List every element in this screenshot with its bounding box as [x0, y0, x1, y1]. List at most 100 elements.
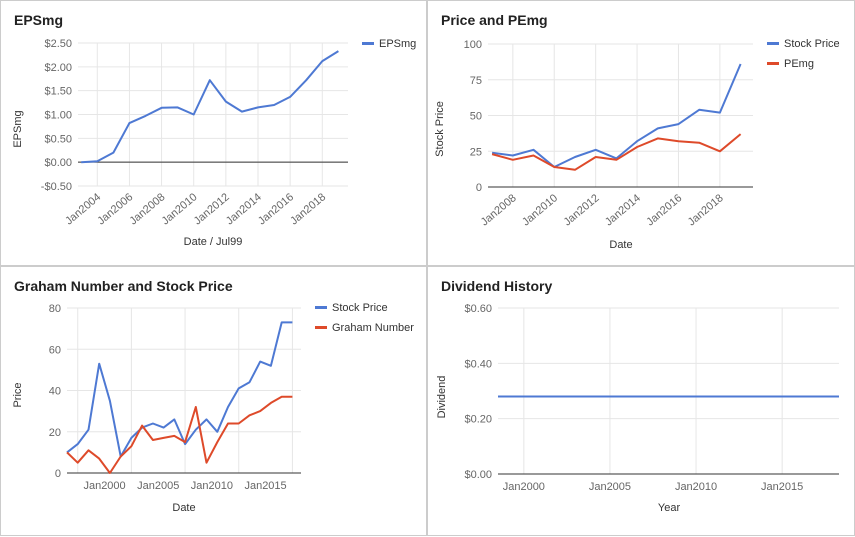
y-tick-label: -$0.50: [41, 181, 72, 193]
data-point: [224, 100, 228, 104]
legend-swatch: [362, 42, 374, 45]
data-point: [496, 395, 500, 399]
x-tick-label: Jan2015: [761, 481, 803, 493]
x-tick-label: Jan2015: [244, 480, 286, 492]
data-point: [280, 320, 284, 324]
y-tick-label: 100: [464, 39, 482, 51]
y-tick-label: $1.50: [44, 86, 72, 98]
data-point: [837, 395, 841, 399]
data-point: [119, 455, 123, 459]
data-point: [594, 148, 598, 152]
data-point: [237, 422, 241, 426]
data-point: [151, 438, 155, 442]
data-point: [490, 152, 494, 156]
data-point: [258, 360, 262, 364]
x-tick-label: Jan2010: [191, 480, 233, 492]
price-panel: Price and PEmg 0 25 50 75 100 Jan2008 Jan2010 J…: [427, 0, 855, 266]
data-point: [697, 141, 701, 145]
y-tick-label: 25: [470, 146, 482, 158]
data-point: [739, 62, 743, 66]
data-point: [76, 442, 80, 446]
y-tick-label: $2.50: [44, 38, 72, 50]
data-point: [511, 158, 515, 162]
legend-swatch: [315, 306, 327, 309]
data-point: [511, 154, 515, 158]
data-point: [194, 428, 198, 432]
y-tick-label: 50: [470, 111, 482, 123]
x-tick-label: Jan2010: [520, 192, 560, 228]
x-tick-label: Jan2005: [589, 481, 631, 493]
data-point: [95, 159, 99, 163]
x-axis-title: Date: [172, 502, 195, 514]
x-tick-label: Jan2012: [562, 192, 602, 228]
legend-label: PEmg: [784, 58, 814, 70]
data-point: [247, 413, 251, 417]
legend-label: Stock Price: [332, 302, 388, 314]
legend-label: EPSmg: [379, 38, 416, 50]
series-line-stock-price: [491, 63, 742, 168]
data-point: [215, 430, 219, 434]
data-point: [205, 417, 209, 421]
data-point: [108, 399, 112, 403]
data-point: [269, 401, 273, 405]
y-tick-label: 80: [49, 303, 61, 315]
data-point: [160, 106, 164, 110]
data-point: [532, 154, 536, 158]
dividend-chart: $0.00 $0.20 $0.40 $0.60 Jan2000 Jan2005 Jan201…: [436, 303, 841, 514]
y-tick-label: 20: [49, 427, 61, 439]
data-point: [656, 126, 660, 130]
data-point: [635, 145, 639, 149]
data-point: [676, 139, 680, 143]
data-point: [697, 108, 701, 112]
data-point: [79, 160, 83, 164]
x-tick-label: Jan2010: [675, 481, 717, 493]
y-tick-label: 75: [470, 75, 482, 87]
data-point: [304, 78, 308, 82]
y-tick-label: 40: [49, 386, 61, 398]
y-tick-label: $2.00: [44, 62, 72, 74]
data-point: [718, 149, 722, 153]
data-point: [194, 405, 198, 409]
graham-panel: Graham Number and Stock Price 0 20 40 60 80 J…: [0, 266, 427, 536]
eps-chart-title: EPSmg: [14, 12, 64, 28]
data-point: [172, 417, 176, 421]
data-point: [183, 440, 187, 444]
data-point: [108, 471, 112, 475]
data-point: [151, 422, 155, 426]
x-tick-label: Jan2018: [686, 192, 726, 228]
legend-label: Graham Number: [332, 322, 414, 334]
data-point: [240, 110, 244, 114]
data-point: [65, 450, 69, 454]
data-point: [144, 114, 148, 118]
data-point: [635, 139, 639, 143]
x-axis-title: Date: [609, 239, 632, 251]
data-point: [208, 78, 212, 82]
data-point: [552, 165, 556, 169]
data-point: [272, 103, 276, 107]
data-point: [336, 49, 340, 53]
y-tick-label: 60: [49, 344, 61, 356]
data-point: [290, 395, 294, 399]
x-axis-title: Year: [658, 502, 681, 514]
y-tick-label: 0: [476, 182, 482, 194]
data-point: [656, 136, 660, 140]
data-point: [192, 113, 196, 117]
legend-swatch: [767, 42, 779, 45]
graham-chart-title: Graham Number and Stock Price: [14, 278, 233, 294]
data-point: [247, 380, 251, 384]
data-point: [205, 461, 209, 465]
data-point: [676, 122, 680, 126]
x-tick-label: Jan2005: [137, 480, 179, 492]
data-point: [127, 121, 131, 125]
x-tick-label: Jan2018: [288, 191, 328, 227]
y-tick-label: $0.20: [464, 414, 492, 426]
y-tick-label: $1.00: [44, 110, 72, 122]
y-axis-title: Dividend: [436, 376, 448, 419]
data-point: [129, 436, 133, 440]
data-point: [129, 444, 133, 448]
y-tick-label: $0.40: [464, 358, 492, 370]
data-point: [573, 155, 577, 159]
data-point: [140, 424, 144, 428]
data-point: [258, 409, 262, 413]
